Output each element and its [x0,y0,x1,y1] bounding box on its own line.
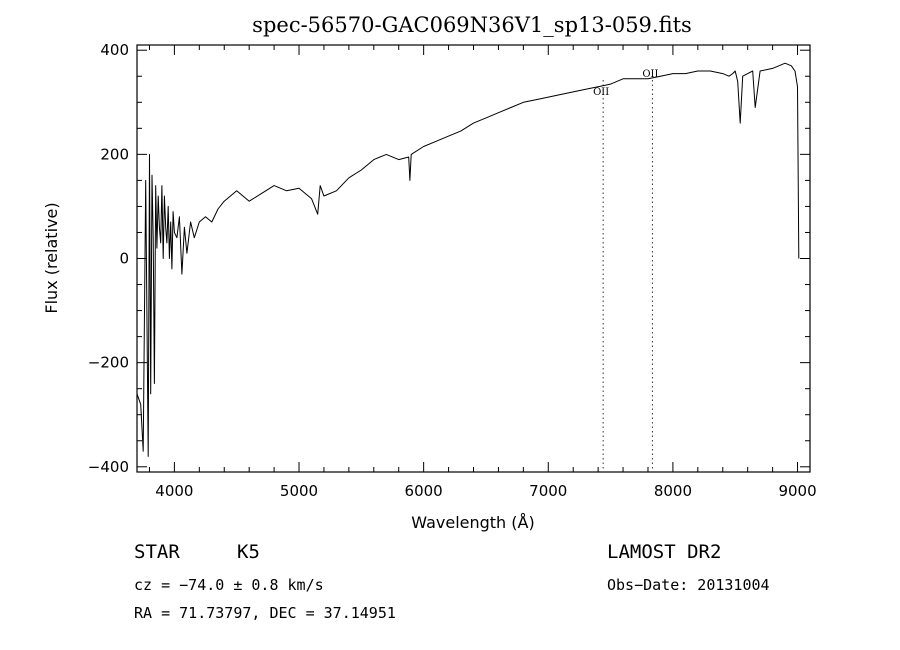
y-tick-label: 200 [100,145,129,163]
line-marker-label: OII [642,69,658,80]
x-tick-label: 8000 [654,482,692,500]
spectral-subclass: K5 [237,541,260,563]
y-tick-label: 400 [100,41,129,59]
redshift-cz: cz = −74.0 ± 0.8 km/s [134,576,324,594]
x-tick-label: 5000 [280,482,318,500]
survey-name: LAMOST DR2 [607,541,721,563]
plot-frame [136,44,811,473]
chart-title: spec-56570-GAC069N36V1_sp13-059.fits [252,13,692,37]
object-type: STAR [134,541,180,563]
x-tick-label: 9000 [778,482,816,500]
x-tick-label: 4000 [155,482,193,500]
y-axis-ticks: −400 −200 0 200 400 [88,41,810,476]
x-tick-label: 7000 [529,482,567,500]
spectrum-line [136,62,800,457]
x-axis-ticks: 4000 5000 6000 7000 8000 9000 [148,45,817,500]
y-tick-label: 0 [119,250,129,268]
line-marker-label: OII [593,87,609,98]
observation-date: Obs−Date: 20131004 [607,576,770,594]
x-tick-label: 6000 [405,482,443,500]
line-markers: OII OII [593,69,658,472]
y-tick-label: −400 [88,458,129,476]
y-tick-label: −200 [88,354,129,372]
ra-dec-coordinates: RA = 71.73797, DEC = 37.14951 [134,604,396,622]
y-axis-label: Flux (relative) [42,202,61,313]
x-axis-label: Wavelength (Å) [411,513,534,532]
